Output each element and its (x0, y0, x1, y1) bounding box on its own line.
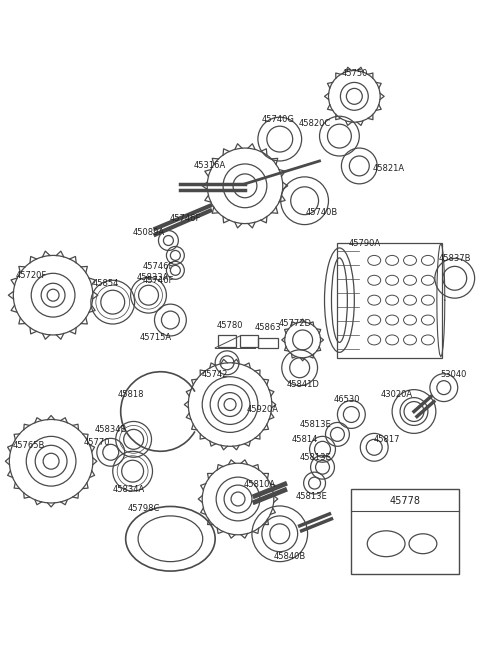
Text: 45742: 45742 (202, 370, 228, 379)
Text: 45814: 45814 (291, 435, 318, 444)
Text: 45833A: 45833A (136, 272, 168, 282)
Text: 45820C: 45820C (299, 119, 331, 128)
Bar (240, 335, 258, 347)
Bar (218, 335, 236, 347)
Text: 45746F: 45746F (143, 262, 174, 271)
Bar (337, 244, 442, 358)
Text: 45715A: 45715A (139, 333, 171, 343)
Text: 45740G: 45740G (261, 115, 294, 124)
Text: 45740B: 45740B (305, 208, 337, 217)
Text: 45841D: 45841D (286, 380, 319, 389)
Text: 45810A: 45810A (244, 479, 276, 489)
Text: 45765B: 45765B (13, 441, 46, 450)
Text: 45813E: 45813E (296, 491, 327, 500)
Text: 46530: 46530 (334, 395, 360, 404)
Text: 45837B: 45837B (439, 254, 471, 263)
Text: 45750: 45750 (341, 69, 368, 78)
Text: 45790A: 45790A (348, 239, 380, 248)
Text: 45813E: 45813E (300, 453, 331, 462)
Text: 45089A: 45089A (132, 228, 165, 237)
Text: 53040: 53040 (441, 370, 467, 379)
Text: 45854: 45854 (93, 279, 119, 288)
Text: 45834B: 45834B (95, 425, 127, 434)
Text: 45840B: 45840B (274, 552, 306, 561)
Text: 45798C: 45798C (127, 504, 160, 514)
Bar (351, 489, 459, 574)
Text: 45863: 45863 (254, 324, 281, 333)
Bar (258, 338, 278, 348)
Text: 45772D: 45772D (278, 318, 311, 328)
Text: 45778: 45778 (390, 496, 420, 506)
Text: 45821A: 45821A (373, 164, 405, 174)
Text: 45834A: 45834A (112, 485, 145, 494)
Text: 45720F: 45720F (15, 271, 47, 280)
Text: 43020A: 43020A (381, 390, 413, 399)
Text: 45818: 45818 (118, 390, 144, 399)
Text: 45817: 45817 (374, 435, 400, 444)
Text: 45770: 45770 (84, 438, 110, 447)
Text: 45920A: 45920A (247, 405, 279, 414)
Text: 45746F: 45746F (169, 214, 201, 223)
Text: 45813E: 45813E (300, 420, 331, 429)
Text: 45746F: 45746F (143, 276, 174, 285)
Text: 45316A: 45316A (194, 161, 226, 170)
Text: 45780: 45780 (217, 320, 243, 329)
